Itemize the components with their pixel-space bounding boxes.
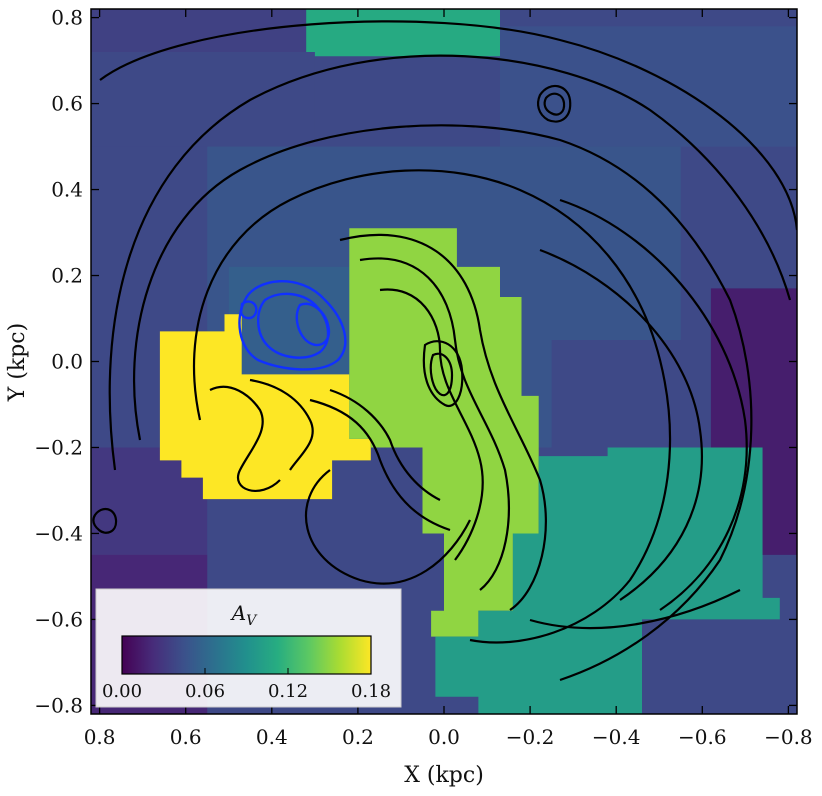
contour-outer-arc — [108, 54, 792, 471]
contour-outer-ring — [99, 20, 797, 231]
y-axis-label: Y (kpc) — [5, 323, 30, 402]
contour-arm-3 — [379, 288, 484, 561]
contour-core-outer — [422, 340, 464, 408]
y-tick-label: 0.4 — [51, 178, 83, 202]
contour-east-ring-2 — [539, 248, 703, 601]
colorbar-tick-label: 0.06 — [185, 681, 225, 702]
contour-arm-1 — [339, 233, 547, 611]
contour-knot-ne — [537, 84, 572, 123]
x-tick-label: 0.8 — [84, 725, 116, 749]
region-upper-right — [500, 26, 797, 147]
colorbar-title: AV — [230, 601, 258, 629]
region-green-arm — [349, 228, 539, 637]
blue-contour-inner — [295, 302, 331, 347]
y-tick-label: −0.4 — [34, 521, 83, 545]
contour-lines — [92, 20, 797, 682]
colorbar-tick-label: 0.18 — [351, 681, 391, 702]
contour-south — [529, 589, 741, 630]
blue-contour-small — [239, 300, 258, 320]
contour-ring-3 — [192, 169, 672, 644]
region-upper-left — [91, 52, 315, 147]
contour-yellow-1 — [209, 385, 281, 492]
blue-knot-contours — [238, 280, 347, 371]
colorbar-tick-label: 0.12 — [268, 681, 308, 702]
blue-contour-mid — [257, 292, 330, 359]
contour-arm-2 — [359, 257, 510, 591]
x-tick-label: −0.2 — [506, 725, 555, 749]
colorbar-tick-label: 0.00 — [102, 681, 142, 702]
y-tick-label: 0.6 — [51, 92, 83, 116]
y-tick-label: 0.2 — [51, 264, 83, 288]
contour-core-inner — [429, 352, 454, 397]
region-east-dark — [710, 288, 797, 555]
blue-contour-outer — [238, 280, 347, 371]
x-tick-label: 0.6 — [170, 725, 202, 749]
contour-knot-ne-inner — [543, 92, 566, 116]
x-axis-label: X (kpc) — [404, 763, 484, 788]
x-tick-label: 0.0 — [428, 725, 460, 749]
contour-arm-5 — [309, 398, 451, 532]
y-axis-ticks: 0.8 0.6 0.4 0.2 0.0 −0.2 −0.4 −0.6 −0.8 — [34, 6, 797, 717]
y-tick-label: 0.8 — [51, 6, 83, 30]
x-tick-label: 0.2 — [342, 725, 374, 749]
y-tick-label: 0.0 — [51, 350, 83, 374]
colorbar-ticks: 0.00 0.06 0.12 0.18 — [102, 668, 391, 702]
y-tick-label: −0.6 — [34, 607, 83, 631]
colorbar-gradient — [121, 635, 372, 675]
contour-east-ring — [559, 198, 748, 611]
contour-knot-w — [92, 507, 118, 534]
region-yellow-patch — [159, 314, 371, 500]
region-top-block — [306, 9, 500, 57]
contour-yellow-2 — [249, 378, 314, 471]
region-outer-ne — [91, 9, 315, 52]
y-tick-label: −0.8 — [34, 693, 83, 717]
x-tick-label: 0.4 — [256, 725, 288, 749]
x-tick-label: −0.4 — [592, 725, 641, 749]
contour-ring-2 — [133, 124, 753, 682]
colorbar-legend: AV 0.00 0.06 0.12 0.18 — [95, 588, 402, 708]
x-axis-ticks: 0.8 0.6 0.4 0.2 0.0 −0.2 −0.4 −0.6 −0.8 — [84, 9, 813, 749]
region-blue-knot — [228, 266, 350, 375]
y-tick-label: −0.2 — [34, 435, 83, 459]
x-tick-label: −0.6 — [678, 725, 727, 749]
contour-arm-4 — [329, 388, 441, 501]
x-tick-label: −0.8 — [764, 725, 813, 749]
contour-ring-4 — [305, 469, 471, 585]
